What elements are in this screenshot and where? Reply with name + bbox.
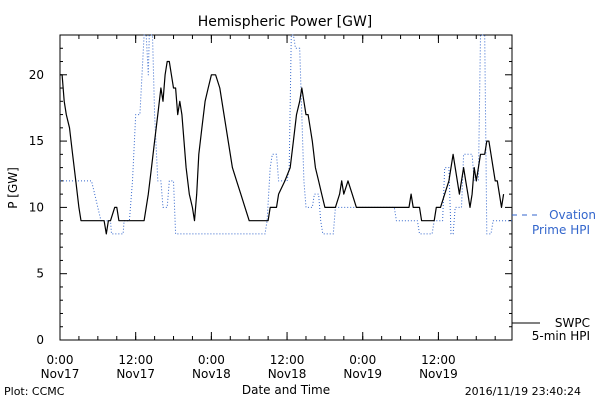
y-tick-label: 10 [29, 200, 44, 214]
x-tick-label-time: 12:00 [421, 353, 456, 367]
x-tick-label-date: Nov17 [41, 367, 80, 381]
x-tick-label-time: 0:00 [349, 353, 376, 367]
ovation-prime-series-line [60, 34, 512, 235]
swpc-legend-line1: SWPC [555, 316, 590, 330]
y-tick-label: 20 [29, 68, 44, 82]
y-tick-label: 5 [36, 267, 44, 281]
x-axis: 0:00Nov1712:00Nov170:00Nov1812:00Nov180:… [41, 35, 496, 381]
ovation-legend-line2: Prime HPI [532, 223, 590, 237]
swpc-legend-line2: 5-min HPI [532, 329, 590, 343]
x-tick-label-time: 0:00 [47, 353, 74, 367]
plot-credit: Plot: CCMC [4, 385, 65, 398]
x-tick-label-time: 0:00 [198, 353, 225, 367]
x-tick-label-date: Nov18 [268, 367, 307, 381]
x-tick-label-time: 12:00 [270, 353, 305, 367]
swpc-series-line [60, 60, 505, 235]
x-tick-label-date: Nov18 [192, 367, 231, 381]
y-tick-label: 15 [29, 134, 44, 148]
plot-timestamp: 2016/11/19 23:40:24 [465, 385, 581, 398]
plot-frame [59, 34, 513, 341]
ovation-legend-line1: Ovation [549, 208, 596, 222]
x-tick-label-date: Nov19 [419, 367, 458, 381]
y-axis-label: P [GW] [6, 167, 20, 209]
x-tick-label-date: Nov17 [116, 367, 155, 381]
series-layer [60, 34, 512, 235]
y-tick-label: 0 [36, 333, 44, 347]
y-axis: 0 5 10 15 20 [29, 34, 512, 347]
x-axis-label: Date and Time [242, 383, 330, 397]
x-tick-label-time: 12:00 [118, 353, 153, 367]
x-tick-label-date: Nov19 [343, 367, 382, 381]
chart-title: Hemispheric Power [GW] [198, 14, 373, 30]
